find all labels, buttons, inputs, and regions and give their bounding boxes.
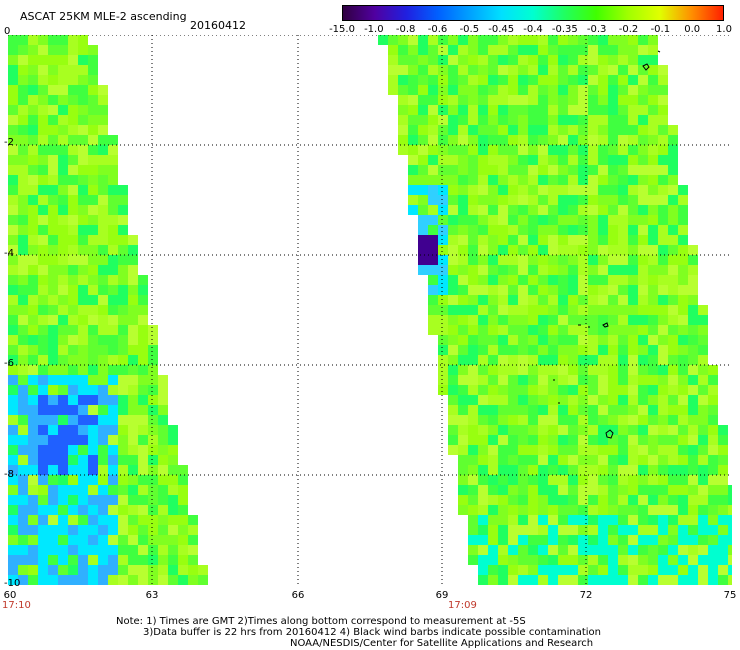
- pass-time-left: 17:10: [2, 600, 31, 611]
- color-scale-label: -0.5: [459, 24, 480, 35]
- note-line-3: NOAA/NESDIS/Center for Satellite Applica…: [290, 638, 594, 649]
- lat-label: -2: [4, 137, 14, 148]
- color-scale-label: -0.2: [618, 24, 639, 35]
- color-scale-label: -1.0: [364, 24, 384, 35]
- lat-label: 0: [4, 26, 11, 37]
- color-scale-label: 1.0: [716, 24, 732, 35]
- color-scale-label: -0.3: [586, 24, 607, 35]
- lon-label: 75: [723, 590, 737, 601]
- lon-label: 72: [579, 590, 593, 601]
- pass-time-right: 17:09: [448, 600, 477, 611]
- color-scale-label: -0.1: [650, 24, 671, 35]
- color-scale-label: 0.0: [684, 24, 701, 35]
- lat-label: -8: [4, 469, 14, 480]
- lat-label: -4: [4, 248, 14, 259]
- lat-label: -6: [4, 358, 14, 369]
- color-scale-label: -0.4: [523, 24, 543, 35]
- lon-label: 66: [291, 590, 305, 601]
- product-title: ASCAT 25KM MLE-2 ascending: [20, 10, 187, 23]
- color-scale-label: -0.6: [427, 24, 448, 35]
- lat-label: -10: [4, 578, 21, 589]
- color-scale-label: -15.0: [329, 24, 355, 35]
- note-line-1: Note: 1) Times are GMT 2)Times along bot…: [116, 616, 526, 627]
- lon-label: 60: [3, 590, 17, 601]
- note-line-2: 3)Data buffer is 22 hrs from 20160412 4)…: [143, 627, 601, 638]
- color-scale-label: -0.35: [551, 24, 578, 35]
- color-scale-bar: [342, 5, 724, 21]
- color-scale-label: -0.45: [488, 24, 515, 35]
- lon-label: 63: [145, 590, 159, 601]
- lon-label: 69: [435, 590, 449, 601]
- swath-map: [8, 35, 732, 585]
- color-scale-label: -0.8: [395, 24, 416, 35]
- product-date: 20160412: [190, 19, 246, 32]
